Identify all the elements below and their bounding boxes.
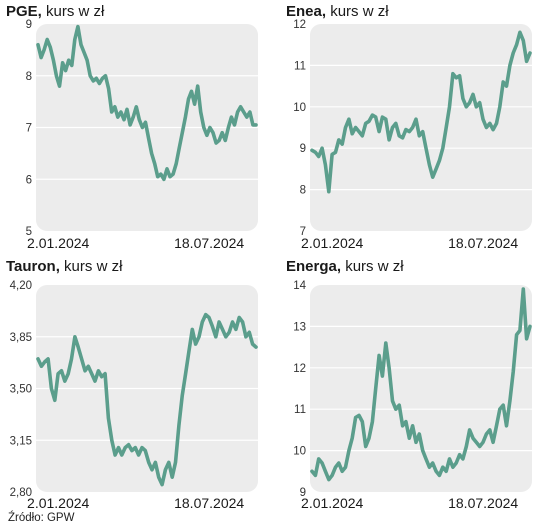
y-tick-label: 7: [26, 123, 32, 135]
y-tick-label: 11: [294, 60, 306, 72]
chart-title-company: Enea,: [286, 3, 326, 20]
price-line: [36, 312, 258, 487]
chart-title: Energa, kurs w zł: [286, 258, 404, 275]
x-tick-label: 18.07.2024: [174, 495, 244, 511]
chart-title-company: PGE,: [6, 3, 42, 20]
x-tick-label: 18.07.2024: [448, 235, 518, 251]
y-tick-label: 5: [26, 226, 32, 238]
y-tick-label: 9: [26, 19, 32, 31]
x-tick-label: 18.07.2024: [174, 235, 244, 251]
chart-panel-4: 9 10 11 12 13 14 2.01.2024 18.07.2024 Energa, ku…: [286, 258, 532, 511]
plot-background: [310, 24, 532, 231]
y-tick-label: 4,20: [10, 280, 32, 292]
y-tick-label: 13: [293, 321, 306, 333]
y-tick-label: 14: [293, 280, 306, 292]
y-tick-label: 3,85: [10, 332, 32, 344]
chart-title-unit: kurs w zł: [326, 3, 389, 20]
x-tick-label: 2.01.2024: [27, 495, 89, 511]
y-tick-label: 8: [300, 185, 306, 197]
y-tick-label: 8: [26, 71, 32, 83]
chart-title-company: Tauron,: [6, 258, 60, 275]
chart-title: Enea, kurs w zł: [286, 3, 389, 20]
price-line: [310, 30, 532, 194]
y-tick-label: 2,80: [10, 487, 32, 499]
chart-panel-2: 7 8 9 10 11 12 2.01.2024 18.07.2024 Enea, kurs w…: [286, 3, 532, 251]
y-tick-label: 10: [293, 446, 306, 458]
y-tick-label: 11: [294, 404, 306, 416]
chart-panel-3: 2,80 3,15 3,50 3,85 4,20 2.01.2024 18.07.2024 T…: [6, 258, 258, 511]
chart-panel-1: 5 6 7 8 9 2.01.2024 18.07.2024 PGE, kurs w zł: [6, 3, 258, 251]
y-tick-label: 9: [300, 487, 306, 499]
x-tick-label: 2.01.2024: [27, 235, 89, 251]
chart-title-unit: kurs w zł: [42, 3, 105, 20]
chart-title-company: Energa,: [286, 258, 341, 275]
y-tick-label: 6: [26, 174, 32, 186]
y-tick-label: 10: [293, 102, 306, 114]
x-tick-label: 2.01.2024: [301, 235, 363, 251]
y-tick-label: 3,15: [10, 435, 32, 447]
y-tick-label: 12: [293, 363, 306, 375]
chart-title-unit: kurs w zł: [60, 258, 123, 275]
chart-title: Tauron, kurs w zł: [6, 258, 123, 275]
y-tick-label: 12: [293, 19, 306, 31]
chart-title: PGE, kurs w zł: [6, 3, 105, 20]
y-tick-label: 3,50: [10, 384, 32, 396]
y-tick-label: 9: [300, 143, 306, 155]
chart-title-unit: kurs w zł: [341, 258, 404, 275]
y-tick-label: 7: [300, 226, 306, 238]
price-line: [36, 24, 258, 182]
plot-background: [310, 285, 532, 492]
x-tick-label: 2.01.2024: [301, 495, 363, 511]
source-note: Źródło: GPW: [8, 512, 75, 524]
x-tick-label: 18.07.2024: [448, 495, 518, 511]
price-line: [310, 287, 532, 482]
